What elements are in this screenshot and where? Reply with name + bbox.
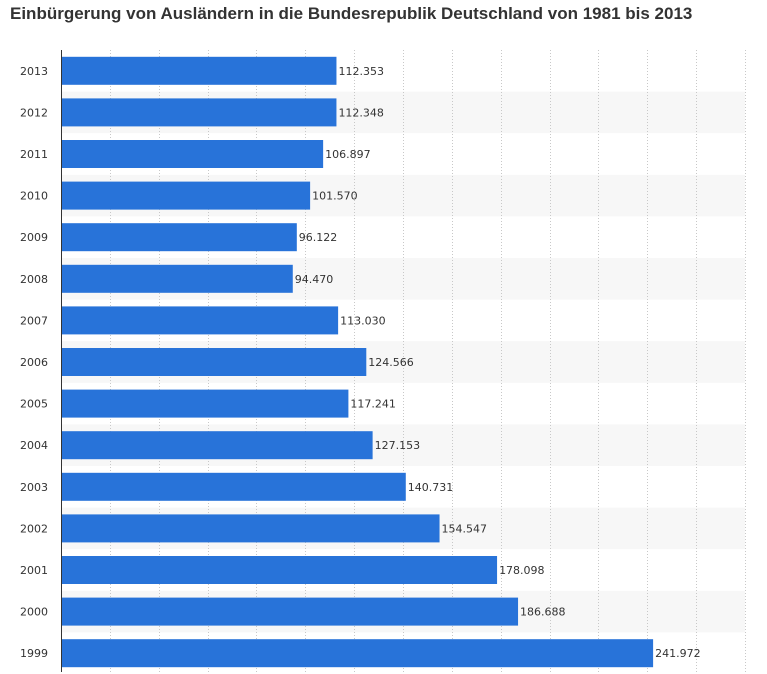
category-label: 2008 — [20, 273, 48, 286]
value-label: 101.570 — [312, 190, 358, 203]
value-label: 112.353 — [338, 65, 384, 78]
category-label: 2005 — [20, 398, 48, 411]
value-label: 186.688 — [520, 606, 566, 619]
category-label: 1999 — [20, 647, 48, 660]
bar[interactable] — [62, 431, 373, 460]
category-label: 2007 — [20, 314, 48, 327]
category-label: 2001 — [20, 564, 48, 577]
chart-title: Einbürgerung von Ausländern in die Bunde… — [10, 4, 693, 23]
bar[interactable] — [62, 472, 406, 501]
bar[interactable] — [62, 348, 367, 376]
category-label: 2000 — [20, 606, 48, 619]
bar[interactable] — [62, 56, 337, 85]
category-label: 2002 — [20, 522, 48, 535]
bar[interactable] — [62, 264, 293, 293]
category-label: 2009 — [20, 231, 48, 244]
bar[interactable] — [62, 556, 498, 584]
category-label: 2006 — [20, 356, 48, 369]
bar[interactable] — [62, 306, 339, 335]
value-label: 178.098 — [499, 564, 545, 577]
value-label: 94.470 — [295, 273, 334, 286]
category-label: 2011 — [20, 148, 48, 161]
value-label: 117.241 — [350, 398, 396, 411]
value-labels: 112.353 112.348 106.897 101.570 96.122 94.470… — [295, 65, 701, 660]
bar[interactable] — [62, 514, 440, 543]
bar[interactable] — [62, 140, 324, 168]
value-label: 241.972 — [655, 647, 701, 660]
bar[interactable] — [62, 597, 519, 626]
bar[interactable] — [62, 181, 311, 210]
bar[interactable] — [62, 639, 654, 668]
value-label: 106.897 — [325, 148, 371, 161]
bar[interactable] — [62, 223, 297, 252]
value-label: 154.547 — [442, 522, 488, 535]
category-ticks: 2013 2012 2011 2010 2009 2008 2007 2006 2005 2004… — [20, 65, 48, 660]
value-label: 127.153 — [375, 439, 421, 452]
category-label: 2012 — [20, 106, 48, 119]
bar[interactable] — [62, 389, 349, 418]
value-label: 113.030 — [340, 314, 386, 327]
value-label: 124.566 — [368, 356, 414, 369]
category-label: 2003 — [20, 481, 48, 494]
bar[interactable] — [62, 98, 337, 127]
value-label: 112.348 — [338, 106, 384, 119]
category-label: 2013 — [20, 65, 48, 78]
category-label: 2004 — [20, 439, 48, 452]
value-label: 140.731 — [408, 481, 454, 494]
category-label: 2010 — [20, 190, 48, 203]
bars — [62, 56, 654, 668]
value-label: 96.122 — [299, 231, 338, 244]
